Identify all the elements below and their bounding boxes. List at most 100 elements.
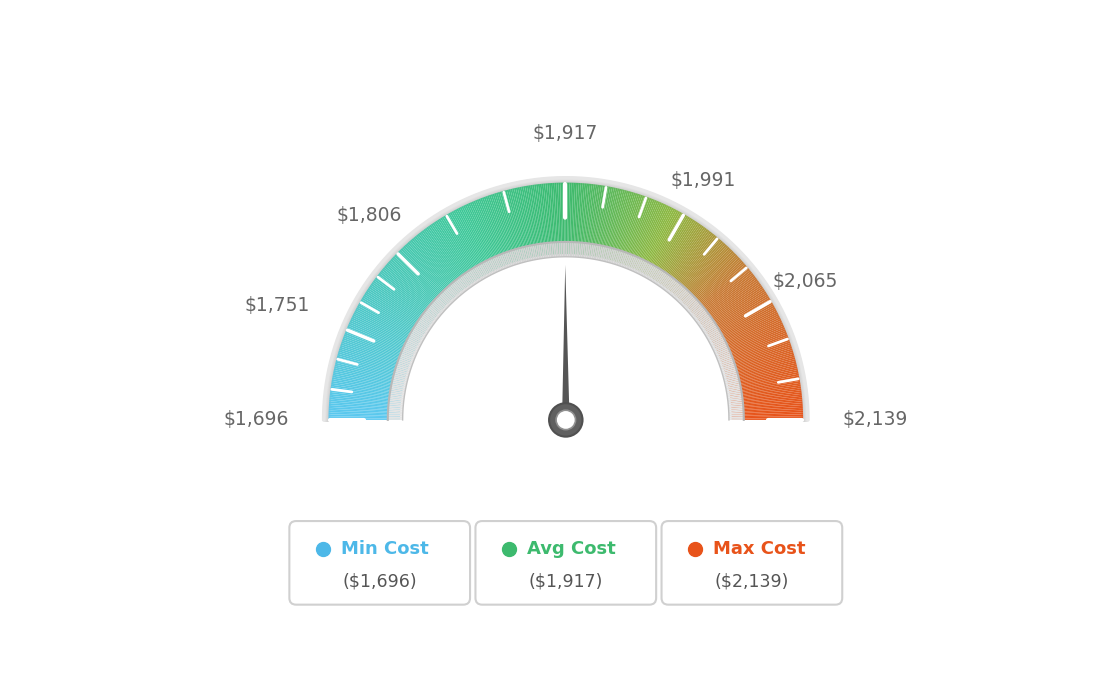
Wedge shape [669,235,715,291]
Wedge shape [573,242,575,257]
Wedge shape [503,253,510,267]
Wedge shape [389,397,404,401]
Wedge shape [496,193,518,262]
Wedge shape [616,250,623,265]
Wedge shape [357,307,420,342]
Wedge shape [463,205,496,270]
Wedge shape [497,255,505,270]
Wedge shape [388,418,403,420]
Wedge shape [426,308,439,319]
Wedge shape [520,187,534,257]
Wedge shape [417,320,431,330]
Wedge shape [450,283,461,295]
Wedge shape [407,242,456,297]
Wedge shape [553,183,558,255]
Wedge shape [718,326,784,355]
Wedge shape [542,244,545,258]
Wedge shape [602,188,619,258]
Wedge shape [623,253,629,268]
Wedge shape [425,309,438,320]
Wedge shape [390,392,405,396]
Wedge shape [623,197,649,265]
Wedge shape [728,368,798,385]
Wedge shape [689,262,744,310]
Wedge shape [413,237,460,293]
Wedge shape [591,185,603,256]
Wedge shape [534,184,545,255]
Wedge shape [438,219,478,280]
Wedge shape [726,388,741,393]
Wedge shape [728,364,797,382]
Wedge shape [505,190,524,259]
Wedge shape [678,246,729,299]
Wedge shape [586,184,597,255]
Wedge shape [447,286,458,299]
Wedge shape [350,321,415,352]
Wedge shape [704,290,765,330]
Wedge shape [401,248,452,301]
Wedge shape [711,304,774,340]
Wedge shape [403,346,417,353]
Wedge shape [405,342,418,351]
Wedge shape [688,302,701,313]
Wedge shape [698,276,755,320]
Wedge shape [659,274,669,287]
Wedge shape [700,318,713,328]
Wedge shape [490,258,498,273]
Wedge shape [700,280,758,324]
Wedge shape [716,353,731,360]
Wedge shape [729,407,743,410]
Wedge shape [360,301,423,337]
Wedge shape [636,205,669,270]
Wedge shape [726,386,741,391]
Wedge shape [709,334,723,343]
Wedge shape [333,372,403,388]
Wedge shape [523,246,529,262]
Wedge shape [549,243,552,257]
Wedge shape [350,319,416,351]
Wedge shape [531,245,535,260]
Wedge shape [603,189,622,259]
Wedge shape [629,256,637,270]
Wedge shape [679,291,690,304]
Wedge shape [703,286,763,328]
Wedge shape [395,368,410,375]
Wedge shape [511,250,517,265]
Wedge shape [658,223,699,283]
Wedge shape [330,390,401,400]
Wedge shape [605,247,611,262]
Wedge shape [731,397,803,406]
Wedge shape [502,253,509,268]
Wedge shape [540,184,549,255]
Wedge shape [346,329,413,357]
Wedge shape [331,381,402,394]
Wedge shape [720,333,787,360]
Wedge shape [492,194,516,262]
Wedge shape [731,392,802,402]
Wedge shape [657,221,698,282]
Wedge shape [703,288,764,329]
Wedge shape [712,341,726,349]
Wedge shape [691,306,704,317]
Wedge shape [725,383,741,388]
Wedge shape [388,413,403,415]
Wedge shape [477,199,505,266]
Wedge shape [532,185,544,256]
Wedge shape [392,257,445,307]
Wedge shape [729,405,743,408]
Wedge shape [388,416,403,418]
Wedge shape [335,363,405,381]
Wedge shape [646,212,682,275]
Wedge shape [719,358,733,364]
Wedge shape [693,267,749,314]
Wedge shape [584,184,594,255]
Wedge shape [708,297,771,335]
Wedge shape [671,237,719,293]
Wedge shape [656,221,697,282]
Wedge shape [461,275,471,288]
Wedge shape [397,250,449,303]
Wedge shape [692,308,705,319]
Wedge shape [445,215,482,277]
Wedge shape [732,416,803,419]
Wedge shape [583,243,586,258]
